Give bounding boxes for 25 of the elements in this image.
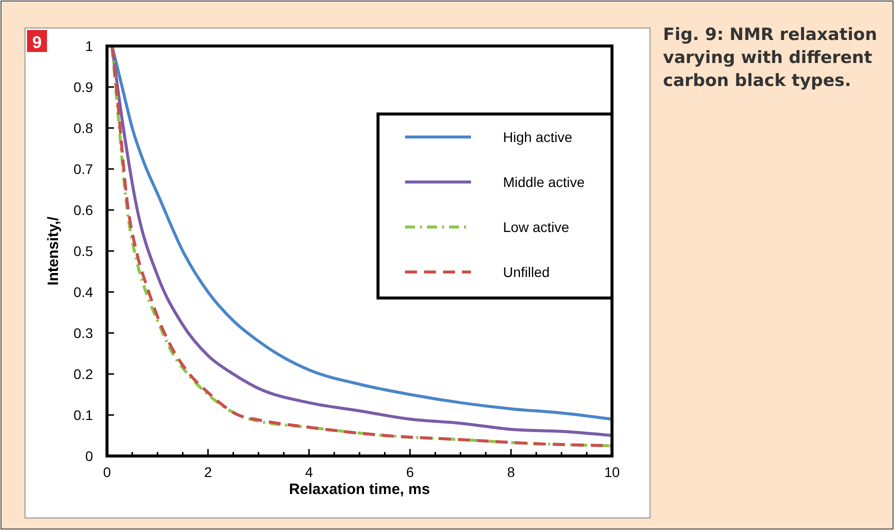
x-axis-title: Relaxation time, ms [289, 481, 430, 498]
y-tick-label: 0.7 [74, 161, 94, 177]
y-tick-label: 0.6 [74, 202, 94, 218]
y-tick-label: 0.8 [74, 120, 94, 136]
x-tick-label: 4 [305, 464, 314, 480]
y-tick-label: 0.1 [74, 407, 94, 423]
y-tick-label: 0.2 [74, 366, 94, 382]
legend-label: Middle active [503, 174, 585, 190]
y-tick-label: 0.4 [74, 284, 94, 300]
legend-label: High active [503, 129, 572, 145]
y-tick-label: 0.3 [74, 325, 94, 341]
y-tick-label: 0 [85, 448, 94, 464]
y-tick-label: 0.5 [74, 243, 94, 259]
x-tick-label: 0 [103, 464, 112, 480]
y-tick-label: 1 [85, 38, 94, 54]
legend-label: Unfilled [503, 264, 550, 280]
x-tick-label: 8 [507, 464, 516, 480]
x-tick-label: 10 [604, 464, 620, 480]
y-axis-title: Intensity,/ [45, 216, 62, 286]
x-tick-label: 2 [204, 464, 212, 480]
x-tick-label: 6 [406, 464, 414, 480]
text: Fig. 9: NMR relaxation varying with different carbon black types. [663, 25, 878, 91]
text: 9 [32, 33, 42, 52]
legend-label: Low active [503, 219, 570, 235]
y-tick-label: 0.9 [74, 79, 94, 95]
